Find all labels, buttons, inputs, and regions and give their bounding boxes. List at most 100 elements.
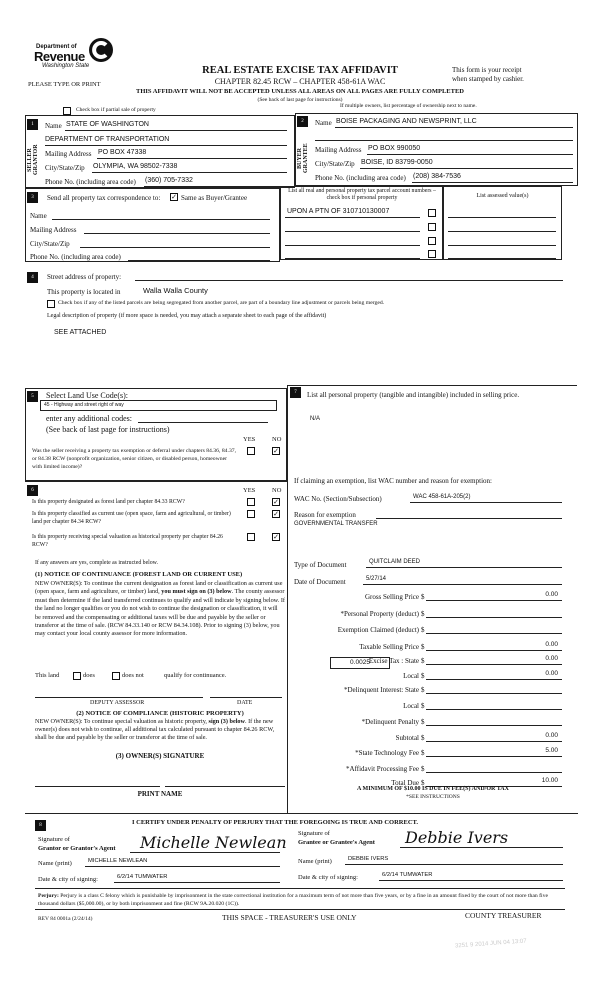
- label: Send all property tax correspondence to:: [47, 194, 161, 202]
- label: PRINT NAME: [137, 790, 183, 798]
- currency-sign: $: [421, 718, 425, 726]
- personal-property-checkbox[interactable]: [428, 250, 436, 258]
- label: List all personal property (tangible and…: [307, 391, 520, 399]
- buyer-phone[interactable]: (208) 384-7536: [413, 173, 461, 180]
- receipt-note: This form is your receipt: [452, 66, 522, 74]
- label: WAC No. (Section/Subsection): [294, 495, 382, 503]
- parcel-number[interactable]: UPON A PTN OF 310710130007: [287, 208, 390, 215]
- yes-checkbox[interactable]: [247, 447, 255, 455]
- partial-sale-checkbox[interactable]: [63, 107, 71, 115]
- amount-value[interactable]: 0.00: [545, 655, 558, 662]
- currency-sign: $: [421, 734, 425, 742]
- grantee-date-city[interactable]: 6/2/14 TUMWATER: [382, 872, 433, 878]
- amount-value[interactable]: 0.00: [545, 732, 558, 739]
- parcel-section: [280, 186, 443, 260]
- no-checkbox[interactable]: ✓: [272, 447, 280, 455]
- personal-property-checkbox[interactable]: [428, 209, 436, 217]
- buyer-mail[interactable]: PO BOX 990050: [368, 145, 421, 152]
- buyer-section: [295, 113, 578, 186]
- exemption-reason[interactable]: GOVERNMENTAL TRANSFER: [294, 521, 378, 527]
- minimum-note: A MINIMUM OF $10.00 IS DUE IN FEE(S) AND…: [357, 786, 509, 792]
- label: Grantee or Grantee's Agent: [298, 839, 375, 846]
- amount-value[interactable]: 0.00: [545, 591, 558, 598]
- label: Grantor or Grantor's Agent: [38, 845, 116, 852]
- label: Street address of property:: [47, 273, 122, 281]
- label: Select Land Use Code(s):: [46, 391, 128, 400]
- label: This property is located in: [47, 288, 121, 296]
- county[interactable]: Walla Walla County: [143, 286, 208, 295]
- grantor-date-city[interactable]: 6/2/14 TUMWATER: [117, 874, 168, 880]
- personal-property-checkbox[interactable]: [428, 237, 436, 245]
- amount-value[interactable]: 5.00: [545, 747, 558, 754]
- amount-label: Gross Selling Price: [364, 593, 419, 601]
- grantee-signature[interactable]: Debbie Ivers: [405, 828, 509, 847]
- label: Type of Document: [294, 561, 347, 569]
- assessed-section: [443, 186, 562, 260]
- seller-phone[interactable]: (360) 705-7332: [145, 177, 193, 184]
- label: Date & city of signing:: [38, 876, 98, 883]
- seller-mail[interactable]: PO BOX 47338: [98, 149, 147, 156]
- segregated-checkbox[interactable]: [47, 300, 55, 308]
- does-checkbox[interactable]: [73, 672, 81, 680]
- assessed-value-field[interactable]: [448, 258, 556, 259]
- label: Name: [30, 212, 47, 220]
- amount-label: *Delinquent Penalty: [361, 718, 419, 726]
- corr-phone-field[interactable]: [128, 260, 270, 261]
- deputy-assessor-signature[interactable]: [35, 697, 203, 698]
- street-address-field[interactable]: [135, 280, 563, 281]
- same-as-buyer-checkbox[interactable]: ✓: [170, 193, 178, 201]
- no-checkbox[interactable]: ✓: [272, 533, 280, 541]
- please-type: PLEASE TYPE OR PRINT: [28, 81, 101, 88]
- amount-value[interactable]: 10.00: [541, 777, 558, 784]
- additional-codes-field[interactable]: [138, 422, 268, 423]
- land-use-code-select[interactable]: [40, 400, 277, 411]
- partial-sale-label: Check box if partial sale of property: [76, 107, 156, 113]
- yes-checkbox[interactable]: [247, 498, 255, 506]
- personal-property-value[interactable]: N/A: [310, 416, 321, 422]
- label: (See back of last page for instructions): [46, 425, 170, 434]
- buyer-name[interactable]: BOISE PACKAGING AND NEWSPRINT, LLC: [336, 118, 477, 125]
- assessed-value-field[interactable]: [448, 245, 556, 246]
- owner-signature-field[interactable]: [35, 786, 160, 787]
- document-date[interactable]: 5/27/14: [366, 576, 387, 582]
- corr-city-field[interactable]: [80, 247, 270, 248]
- corr-name-field[interactable]: [52, 219, 270, 220]
- reason-field[interactable]: [376, 518, 562, 519]
- amount-label: Subtotal: [395, 734, 419, 742]
- label: City/State/Zip: [45, 164, 85, 172]
- notice-compliance-text: NEW OWNER(S): To continue special valuat…: [35, 718, 275, 741]
- dor-logo: Department of Revenue Washington State: [34, 36, 119, 72]
- grantee-name[interactable]: DEBBIE IVERS: [348, 856, 389, 862]
- assessor-date-field[interactable]: [210, 697, 282, 698]
- seller-name-2[interactable]: DEPARTMENT OF TRANSPORTATION: [45, 136, 170, 143]
- legal-description[interactable]: SEE ATTACHED: [54, 329, 107, 336]
- corr-mail-field[interactable]: [84, 233, 270, 234]
- county-treasurer: COUNTY TREASURER: [465, 911, 542, 920]
- does-not-checkbox[interactable]: [112, 672, 120, 680]
- grantor-name[interactable]: MICHELLE NEWLEAN: [88, 858, 148, 864]
- wac-number[interactable]: WAC 458-61A-205(2): [413, 494, 471, 500]
- amount-label: Taxable Selling Price: [359, 643, 419, 651]
- personal-property-checkbox[interactable]: [428, 223, 436, 231]
- assessed-value-field[interactable]: [448, 231, 556, 232]
- grantor-signature[interactable]: Michelle Newlean: [140, 833, 287, 852]
- buyer-city[interactable]: BOISE, ID 83799-0050: [361, 159, 433, 166]
- seller-name[interactable]: STATE OF WASHINGTON: [66, 121, 149, 128]
- section-number: 8: [35, 820, 46, 831]
- label: This land: [35, 672, 60, 679]
- label: Name (print): [38, 860, 72, 867]
- assessed-value-field[interactable]: [448, 217, 556, 218]
- label: If claiming an exemption, list WAC numbe…: [294, 477, 492, 485]
- yes-checkbox[interactable]: [247, 533, 255, 541]
- correspondence-section: [25, 188, 280, 262]
- yes-checkbox[interactable]: [247, 510, 255, 518]
- label: Signature of: [298, 830, 330, 837]
- no-checkbox[interactable]: ✓: [272, 498, 280, 506]
- document-type[interactable]: QUITCLAIM DEED: [369, 559, 421, 565]
- amount-value[interactable]: 0.00: [545, 641, 558, 648]
- amount-value[interactable]: 0.00: [545, 670, 558, 677]
- seller-city[interactable]: OLYMPIA, WA 98502-7338: [93, 163, 178, 170]
- label: City/State/Zip: [315, 160, 355, 168]
- no-checkbox[interactable]: ✓: [272, 510, 280, 518]
- owner-print-field[interactable]: [165, 786, 285, 787]
